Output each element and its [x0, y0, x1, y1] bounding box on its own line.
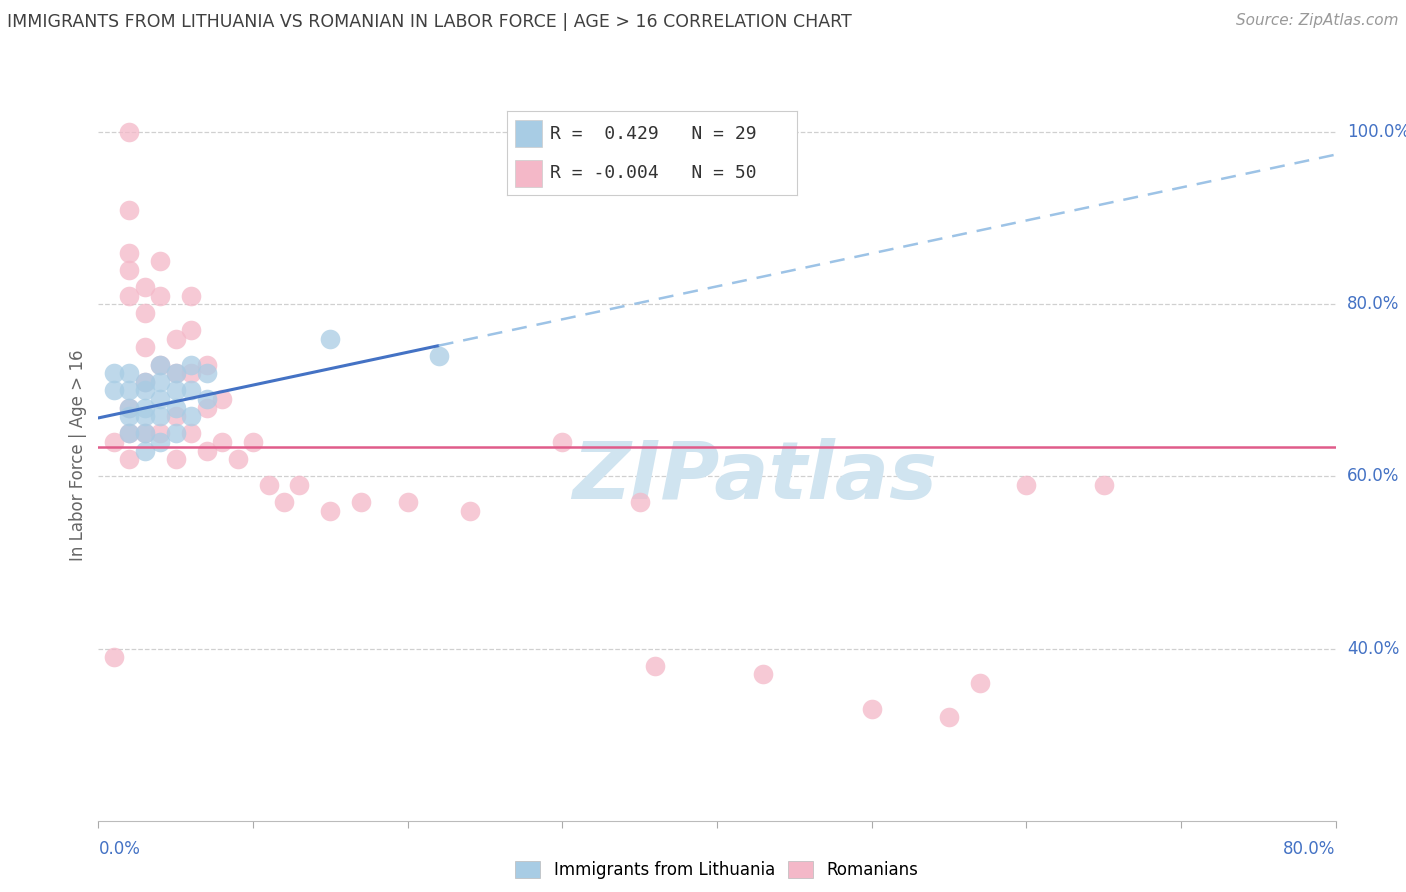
Point: [118, 245, 141, 260]
Point: [134, 306, 156, 320]
Point: [118, 409, 141, 424]
Point: [118, 401, 141, 415]
Text: 100.0%: 100.0%: [1347, 123, 1406, 141]
Point: [118, 263, 141, 277]
Bar: [516, 160, 541, 186]
Point: [149, 435, 172, 450]
Text: ZIPatlas: ZIPatlas: [572, 438, 936, 516]
Point: [628, 495, 651, 509]
Point: [242, 435, 264, 450]
Point: [103, 366, 125, 380]
Point: [118, 125, 141, 139]
Point: [1092, 478, 1115, 492]
Point: [180, 289, 202, 303]
Point: [257, 478, 280, 492]
Point: [134, 280, 156, 294]
Point: [118, 426, 141, 441]
Point: [458, 504, 481, 518]
Point: [134, 426, 156, 441]
Point: [134, 401, 156, 415]
Point: [165, 384, 187, 398]
Point: [165, 366, 187, 380]
Point: [165, 426, 187, 441]
Point: [149, 392, 172, 406]
Point: [165, 452, 187, 467]
Point: [180, 323, 202, 337]
Point: [134, 340, 156, 354]
Point: [195, 401, 218, 415]
Point: [149, 254, 172, 268]
Point: [134, 409, 156, 424]
Point: [118, 366, 141, 380]
Point: [149, 409, 172, 424]
Y-axis label: In Labor Force | Age > 16: In Labor Force | Age > 16: [69, 349, 87, 561]
Text: R = -0.004   N = 50: R = -0.004 N = 50: [550, 163, 756, 182]
Point: [211, 392, 233, 406]
Point: [180, 358, 202, 372]
Bar: [516, 120, 541, 147]
Text: R =  0.429   N = 29: R = 0.429 N = 29: [550, 125, 756, 143]
Text: 80.0%: 80.0%: [1284, 839, 1336, 857]
Point: [180, 384, 202, 398]
Point: [427, 349, 450, 363]
Point: [273, 495, 295, 509]
Text: 0.0%: 0.0%: [98, 839, 141, 857]
Point: [134, 375, 156, 389]
Point: [118, 202, 141, 217]
Point: [752, 667, 775, 681]
Point: [180, 409, 202, 424]
Point: [180, 426, 202, 441]
Point: [1015, 478, 1038, 492]
Point: [118, 401, 141, 415]
Point: [134, 375, 156, 389]
Point: [195, 366, 218, 380]
Point: [195, 443, 218, 458]
Point: [103, 384, 125, 398]
Point: [149, 426, 172, 441]
Text: 40.0%: 40.0%: [1347, 640, 1399, 657]
Point: [134, 443, 156, 458]
Point: [118, 384, 141, 398]
Text: Source: ZipAtlas.com: Source: ZipAtlas.com: [1236, 13, 1399, 29]
Point: [350, 495, 373, 509]
Point: [211, 435, 233, 450]
Point: [165, 409, 187, 424]
Point: [969, 676, 991, 690]
Text: 60.0%: 60.0%: [1347, 467, 1399, 485]
Point: [226, 452, 249, 467]
Point: [149, 289, 172, 303]
Point: [319, 332, 342, 346]
Point: [149, 375, 172, 389]
Point: [319, 504, 342, 518]
Point: [149, 358, 172, 372]
Point: [551, 435, 574, 450]
Point: [134, 384, 156, 398]
Point: [118, 452, 141, 467]
Point: [195, 392, 218, 406]
Point: [288, 478, 311, 492]
Point: [860, 702, 883, 716]
Point: [103, 650, 125, 665]
Text: 80.0%: 80.0%: [1347, 295, 1399, 313]
Point: [938, 710, 960, 724]
Point: [195, 358, 218, 372]
Point: [165, 366, 187, 380]
Legend: Immigrants from Lithuania, Romanians: Immigrants from Lithuania, Romanians: [509, 854, 925, 886]
Point: [165, 332, 187, 346]
Point: [644, 658, 666, 673]
Point: [134, 426, 156, 441]
Point: [180, 366, 202, 380]
Point: [149, 358, 172, 372]
Text: IMMIGRANTS FROM LITHUANIA VS ROMANIAN IN LABOR FORCE | AGE > 16 CORRELATION CHAR: IMMIGRANTS FROM LITHUANIA VS ROMANIAN IN…: [7, 13, 852, 31]
Point: [118, 289, 141, 303]
Point: [118, 426, 141, 441]
Point: [103, 435, 125, 450]
Point: [165, 401, 187, 415]
Point: [396, 495, 419, 509]
